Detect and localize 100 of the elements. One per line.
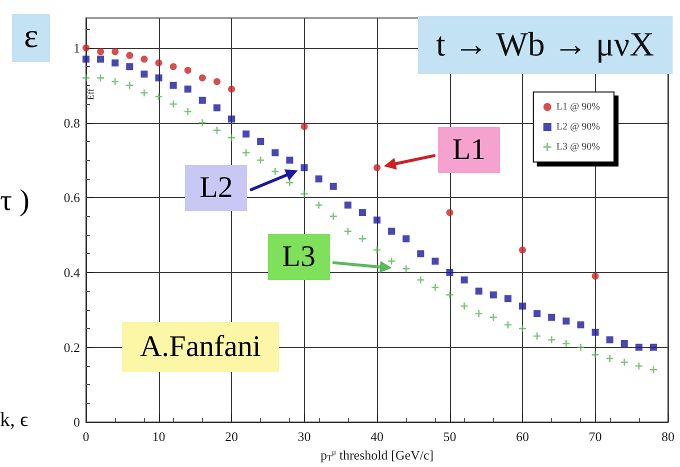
point	[286, 179, 294, 186]
point	[126, 63, 134, 70]
annotation: L1	[438, 126, 500, 173]
point	[562, 318, 570, 325]
point	[330, 182, 337, 190]
point	[592, 272, 599, 280]
point	[504, 321, 512, 328]
point	[97, 56, 104, 63]
point	[97, 48, 104, 56]
point	[112, 59, 119, 66]
point	[606, 336, 614, 344]
x-tick-label: 20	[225, 429, 238, 444]
point	[140, 56, 148, 63]
legend-label: L2 @ 90%	[556, 122, 600, 132]
point	[198, 74, 206, 82]
point	[562, 340, 570, 348]
point	[519, 246, 526, 254]
point	[620, 358, 628, 366]
point	[170, 82, 177, 89]
point	[300, 164, 308, 172]
point	[635, 362, 642, 370]
point	[155, 74, 162, 82]
point	[620, 340, 628, 348]
x-axis-title: pTμ threshold [GeV/c]	[320, 448, 434, 462]
point	[650, 344, 657, 351]
point	[213, 126, 220, 134]
annotation: L3	[268, 234, 330, 280]
text: τ )	[0, 184, 30, 217]
point	[650, 366, 657, 374]
point	[112, 78, 119, 86]
point	[242, 130, 250, 138]
point	[330, 212, 337, 220]
point	[432, 284, 439, 291]
point	[519, 325, 526, 332]
y-axis-title: Eff	[86, 88, 96, 100]
point	[534, 310, 541, 318]
point	[358, 235, 366, 242]
point	[490, 314, 497, 321]
point	[286, 156, 294, 164]
point	[344, 228, 352, 235]
point	[592, 328, 599, 336]
y-tick-label: 1	[74, 40, 80, 56]
x-tick-label: 50	[443, 429, 456, 444]
point	[198, 119, 206, 126]
point	[519, 302, 526, 310]
point	[82, 74, 90, 82]
legend-label: L3 @ 90%	[556, 142, 600, 152]
x-tick-label: 40	[370, 429, 384, 444]
point	[228, 116, 235, 123]
point	[300, 190, 308, 198]
point	[315, 175, 322, 182]
text: k, ϵ	[0, 409, 28, 431]
point	[228, 86, 235, 93]
point	[272, 149, 279, 156]
point	[213, 104, 220, 112]
point	[374, 216, 380, 224]
point	[460, 302, 468, 310]
point	[548, 314, 556, 321]
y-tick-label: 0.2	[64, 340, 80, 355]
text: ε	[12, 14, 50, 62]
point	[446, 209, 454, 216]
point	[300, 123, 308, 130]
point	[388, 228, 396, 235]
point	[446, 291, 454, 298]
legend-label: L1 @ 90%	[556, 102, 600, 112]
chart-title: t → Wb → μνX	[436, 26, 654, 64]
point	[272, 168, 279, 175]
point	[140, 89, 148, 96]
point	[155, 93, 162, 100]
point	[548, 336, 556, 344]
point	[490, 291, 497, 298]
point	[112, 48, 119, 56]
annotation: L2	[185, 164, 248, 211]
y-tick-label: 0.4	[64, 264, 80, 280]
point	[170, 100, 177, 108]
point	[242, 149, 250, 156]
point	[344, 202, 352, 209]
point	[315, 202, 322, 209]
x-tick-label: 10	[152, 429, 166, 444]
point	[170, 63, 177, 70]
point	[198, 96, 206, 104]
point	[577, 321, 584, 328]
point	[402, 265, 410, 272]
y-tick-label: 0.8	[64, 115, 80, 130]
annotation: A.Fanfani	[122, 322, 279, 372]
point	[402, 235, 410, 242]
point	[577, 344, 584, 351]
y-tick-label: 0	[74, 414, 80, 430]
point	[257, 138, 264, 145]
point	[417, 276, 424, 284]
point	[126, 52, 134, 59]
point	[257, 156, 264, 164]
point	[432, 258, 439, 265]
x-tick-label: 70	[588, 429, 602, 444]
point	[475, 310, 482, 318]
point	[155, 59, 162, 66]
point	[606, 354, 614, 362]
point	[504, 295, 512, 302]
point	[228, 134, 235, 142]
point	[213, 78, 220, 86]
